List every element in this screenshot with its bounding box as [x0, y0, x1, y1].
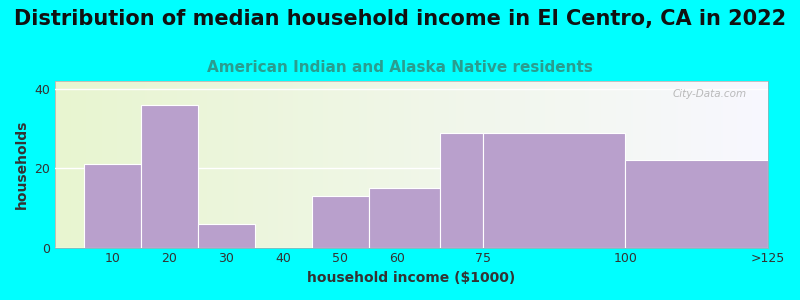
Text: American Indian and Alaska Native residents: American Indian and Alaska Native reside…	[207, 60, 593, 75]
Bar	[369, 188, 440, 247]
Y-axis label: households: households	[15, 120, 29, 209]
Bar	[198, 224, 255, 248]
Bar	[84, 164, 141, 248]
Bar	[483, 133, 626, 248]
Bar	[440, 133, 483, 248]
Bar	[141, 105, 198, 247]
Bar	[312, 196, 369, 248]
Text: Distribution of median household income in El Centro, CA in 2022: Distribution of median household income …	[14, 9, 786, 29]
X-axis label: household income ($1000): household income ($1000)	[307, 271, 516, 285]
Bar	[626, 160, 768, 248]
Text: City-Data.com: City-Data.com	[672, 89, 746, 99]
